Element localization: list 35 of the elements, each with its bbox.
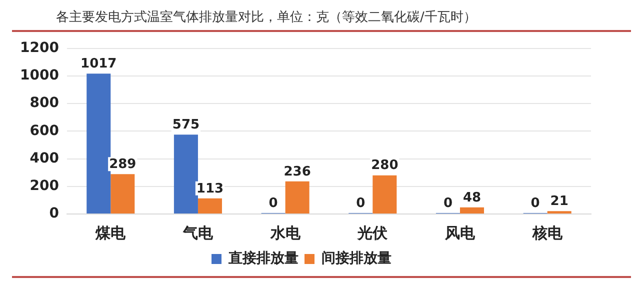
data-label: 0 [268, 196, 278, 211]
legend-label: 直接排放量 [228, 250, 298, 267]
data-label: 1017 [80, 56, 117, 72]
bar [86, 74, 111, 214]
data-label: 280 [371, 158, 398, 174]
data-label: 0 [443, 196, 453, 211]
y-tick-label: 600 [30, 122, 60, 139]
x-tick-label: 光伏 [356, 224, 389, 242]
bar [198, 198, 222, 214]
data-label: 575 [172, 118, 200, 133]
y-tick-label: 200 [30, 178, 60, 194]
x-tick-label: 气电 [182, 224, 214, 242]
data-label: 0 [356, 196, 366, 211]
chart-title: 各主要发电方式温室气体排放量对比，单位：克（等效二氧化碳/千瓦时） [55, 9, 478, 27]
data-label: 0 [530, 196, 540, 211]
x-tick-label: 煤电 [94, 224, 127, 242]
y-tick-label: 1000 [20, 68, 60, 84]
data-label: 113 [196, 181, 224, 196]
x-tick-label: 核电 [531, 224, 564, 242]
data-label: 289 [109, 156, 136, 172]
y-tick-label: 0 [49, 206, 60, 222]
x-tick-label: 风电 [444, 224, 476, 242]
legend-label: 间接排放量 [322, 250, 392, 267]
data-label: 236 [284, 164, 311, 180]
x-tick-label: 水电 [269, 224, 302, 242]
y-tick-label: 400 [30, 150, 60, 166]
y-tick-label: 1200 [20, 40, 60, 56]
bar [285, 181, 310, 214]
data-label: 48 [462, 190, 482, 206]
bar [110, 174, 135, 214]
y-tick-label: 800 [30, 95, 60, 112]
bar [372, 175, 397, 214]
bar [174, 134, 198, 214]
bar [460, 207, 484, 214]
data-label: 21 [550, 194, 568, 209]
